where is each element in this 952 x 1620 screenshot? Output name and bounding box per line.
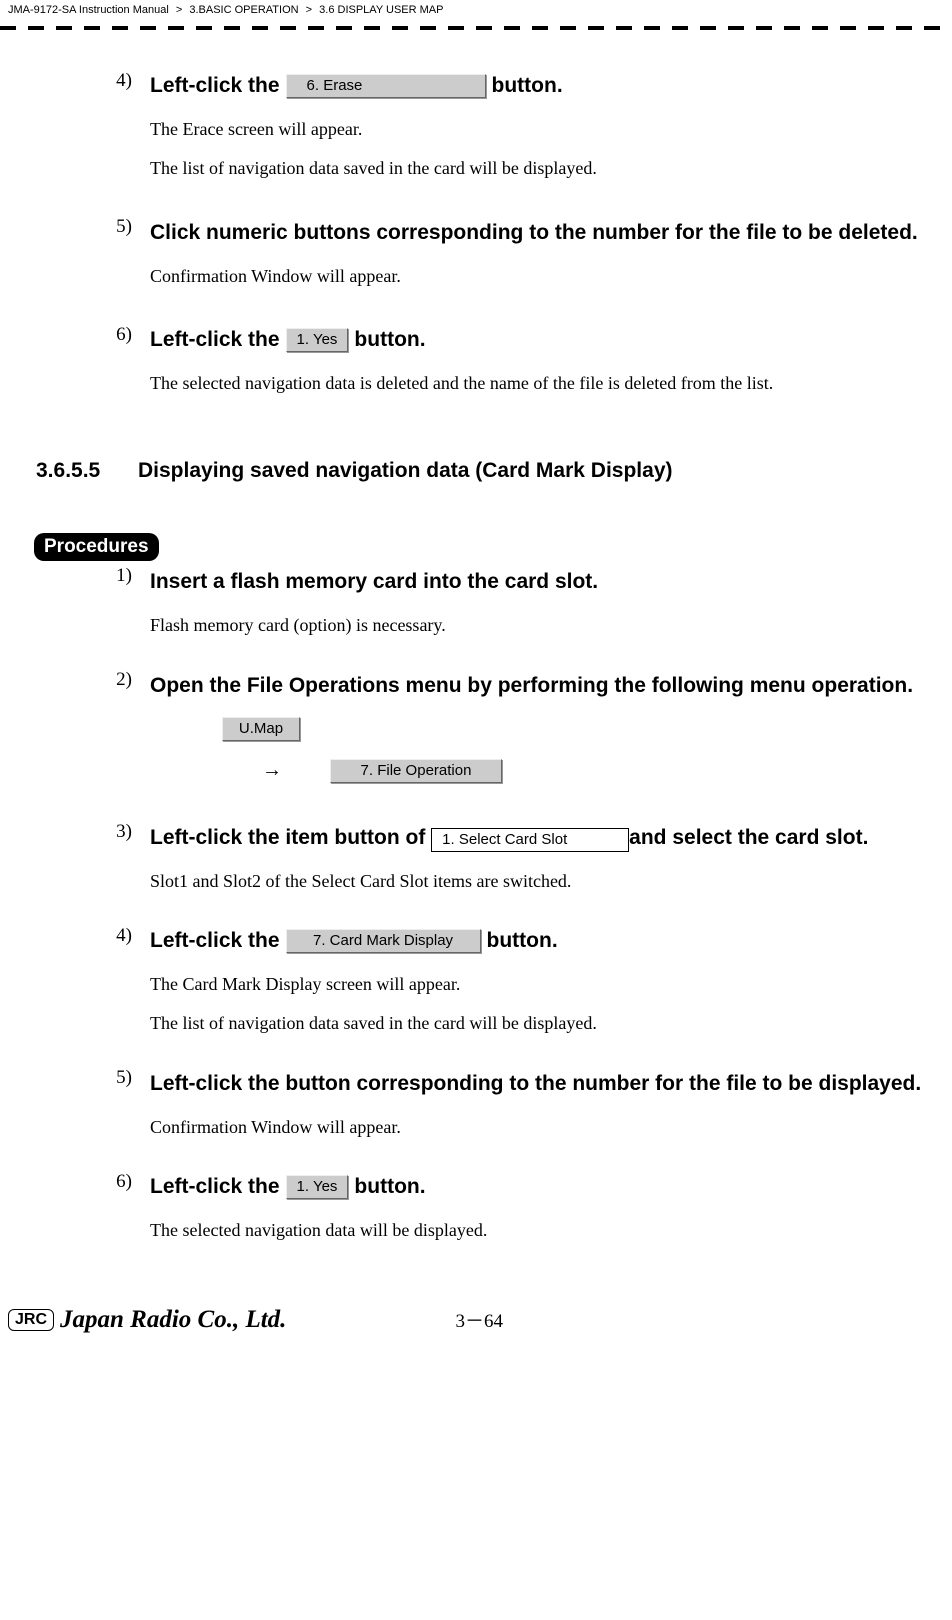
step-desc: The list of navigation data saved in the… xyxy=(150,1010,922,1037)
step-title: Left-click the item button of 1. Select … xyxy=(150,821,922,855)
step-b5: 5) Left-click the button corresponding t… xyxy=(30,1067,922,1154)
erase-button[interactable]: 6. Erase xyxy=(286,74,486,98)
step-title: Click numeric buttons corresponding to t… xyxy=(150,216,922,250)
company-name: Japan Radio Co., Ltd. xyxy=(60,1306,286,1334)
step-number: 5) xyxy=(30,216,150,303)
step-title-suffix: button. xyxy=(487,925,558,957)
step-desc: The selected navigation data will be dis… xyxy=(150,1217,922,1244)
step-desc: Confirmation Window will appear. xyxy=(150,263,922,290)
step-title-suffix: button. xyxy=(354,324,425,356)
jrc-logo-badge: JRC xyxy=(8,1309,54,1331)
breadcrumb-part2: 3.BASIC OPERATION xyxy=(189,4,298,16)
step-number: 2) xyxy=(30,669,150,807)
step-b1: 1) Insert a flash memory card into the c… xyxy=(30,565,922,652)
dashed-divider xyxy=(0,26,952,30)
breadcrumb: JMA-9172-SA Instruction Manual > 3.BASIC… xyxy=(0,0,952,20)
step-number: 4) xyxy=(30,70,150,194)
step-desc: Flash memory card (option) is necessary. xyxy=(150,612,922,639)
step-a5: 5) Click numeric buttons corresponding t… xyxy=(30,216,922,303)
step-b4: 4) Left-click the 7. Card Mark Display b… xyxy=(30,925,922,1049)
step-b2: 2) Open the File Operations menu by perf… xyxy=(30,669,922,807)
step-title-prefix: Left-click the xyxy=(150,925,280,957)
step-title-suffix: button. xyxy=(354,1171,425,1203)
page-number: 3－64 xyxy=(455,1306,503,1333)
step-desc: Confirmation Window will appear. xyxy=(150,1114,922,1141)
menu-path: U.Map → 7. File Operation xyxy=(222,717,922,783)
breadcrumb-sep1: > xyxy=(176,4,182,16)
step-number: 6) xyxy=(30,324,150,409)
step-a6: 6) Left-click the 1. Yes button. The sel… xyxy=(30,324,922,409)
umap-button[interactable]: U.Map xyxy=(222,717,300,741)
step-number: 3) xyxy=(30,821,150,908)
step-title-prefix: Left-click the xyxy=(150,324,280,356)
procedures-badge-row: Procedures xyxy=(30,533,922,563)
step-title: Left-click the 7. Card Mark Display butt… xyxy=(150,925,922,957)
section-title: Displaying saved navigation data (Card M… xyxy=(138,459,673,483)
yes-button[interactable]: 1. Yes xyxy=(286,328,349,352)
arrow-icon: → xyxy=(262,759,282,782)
step-title: Left-click the 1. Yes button. xyxy=(150,1171,922,1203)
breadcrumb-part1: JMA-9172-SA Instruction Manual xyxy=(8,4,169,16)
step-title: Left-click the button corresponding to t… xyxy=(150,1067,922,1101)
breadcrumb-part3: 3.6 DISPLAY USER MAP xyxy=(319,4,443,16)
step-number: 5) xyxy=(30,1067,150,1154)
step-desc: The selected navigation data is deleted … xyxy=(150,370,922,397)
step-number: 1) xyxy=(30,565,150,652)
yes-button[interactable]: 1. Yes xyxy=(286,1175,349,1199)
step-title: Open the File Operations menu by perform… xyxy=(150,669,922,703)
step-title: Left-click the 1. Yes button. xyxy=(150,324,922,356)
step-number: 4) xyxy=(30,925,150,1049)
step-b6: 6) Left-click the 1. Yes button. The sel… xyxy=(30,1171,922,1256)
step-title: Left-click the 6. Erase button. xyxy=(150,70,922,102)
step-title-prefix: Left-click the xyxy=(150,70,280,102)
select-card-slot-field[interactable]: 1. Select Card Slot xyxy=(431,828,629,852)
step-desc: Slot1 and Slot2 of the Select Card Slot … xyxy=(150,868,922,895)
card-mark-display-button[interactable]: 7. Card Mark Display xyxy=(286,929,481,953)
step-title-prefix: Left-click the xyxy=(150,1171,280,1203)
step-desc: The Card Mark Display screen will appear… xyxy=(150,971,922,998)
step-desc: The list of navigation data saved in the… xyxy=(150,155,922,182)
page-content: 4) Left-click the 6. Erase button. The E… xyxy=(0,70,952,1256)
step-title-prefix: Left-click the item button of xyxy=(150,826,425,849)
step-title-suffix: and select the card slot. xyxy=(629,826,868,849)
step-a4: 4) Left-click the 6. Erase button. The E… xyxy=(30,70,922,194)
breadcrumb-sep2: > xyxy=(306,4,312,16)
file-operation-button[interactable]: 7. File Operation xyxy=(330,759,502,783)
step-desc: The Erace screen will appear. xyxy=(150,116,922,143)
step-title-suffix: button. xyxy=(492,70,563,102)
section-heading: 3.6.5.5 Displaying saved navigation data… xyxy=(30,459,922,483)
step-b3: 3) Left-click the item button of 1. Sele… xyxy=(30,821,922,908)
page-footer: JRC Japan Radio Co., Ltd. 3－64 xyxy=(0,1306,952,1354)
step-title: Insert a flash memory card into the card… xyxy=(150,565,922,599)
step-number: 6) xyxy=(30,1171,150,1256)
section-number: 3.6.5.5 xyxy=(30,459,138,483)
procedures-badge: Procedures xyxy=(34,533,159,561)
